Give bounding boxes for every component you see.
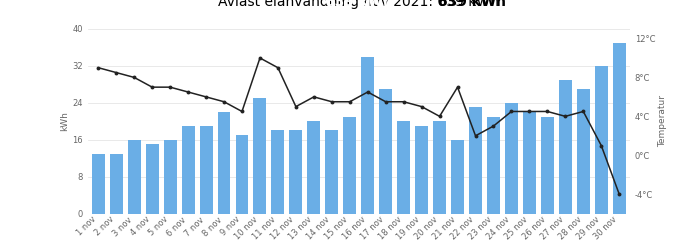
Y-axis label: Temperatur: Temperatur: [658, 95, 667, 147]
Text: 639 kWh: 639 kWh: [325, 0, 393, 9]
Bar: [379, 89, 392, 214]
Bar: [253, 98, 267, 214]
Bar: [343, 117, 356, 214]
Bar: [307, 121, 321, 214]
Bar: [487, 117, 500, 214]
Bar: [451, 140, 464, 214]
Text: Avläst elanvändning nov 2021: 639 kWh: Avläst elanvändning nov 2021: 639 kWh: [218, 0, 499, 9]
Bar: [505, 103, 518, 214]
Bar: [235, 135, 248, 214]
Bar: [397, 121, 410, 214]
Bar: [110, 154, 122, 214]
Bar: [326, 131, 338, 214]
Bar: [218, 112, 230, 214]
Bar: [523, 112, 536, 214]
Bar: [164, 140, 176, 214]
Bar: [541, 117, 554, 214]
Bar: [612, 43, 626, 214]
Bar: [289, 131, 302, 214]
Bar: [181, 126, 195, 214]
Text: 639 kWh: 639 kWh: [438, 0, 505, 9]
Bar: [577, 89, 590, 214]
Bar: [127, 140, 141, 214]
Bar: [595, 66, 608, 214]
Y-axis label: kWh: kWh: [60, 111, 69, 131]
Bar: [272, 131, 284, 214]
Bar: [146, 144, 159, 214]
Bar: [361, 56, 374, 214]
Text: Avläst elanvändning nov 2021:: Avläst elanvändning nov 2021:: [249, 0, 468, 9]
Bar: [559, 80, 572, 214]
Bar: [469, 107, 482, 214]
Bar: [433, 121, 446, 214]
Bar: [199, 126, 213, 214]
Bar: [92, 154, 105, 214]
Bar: [415, 126, 428, 214]
